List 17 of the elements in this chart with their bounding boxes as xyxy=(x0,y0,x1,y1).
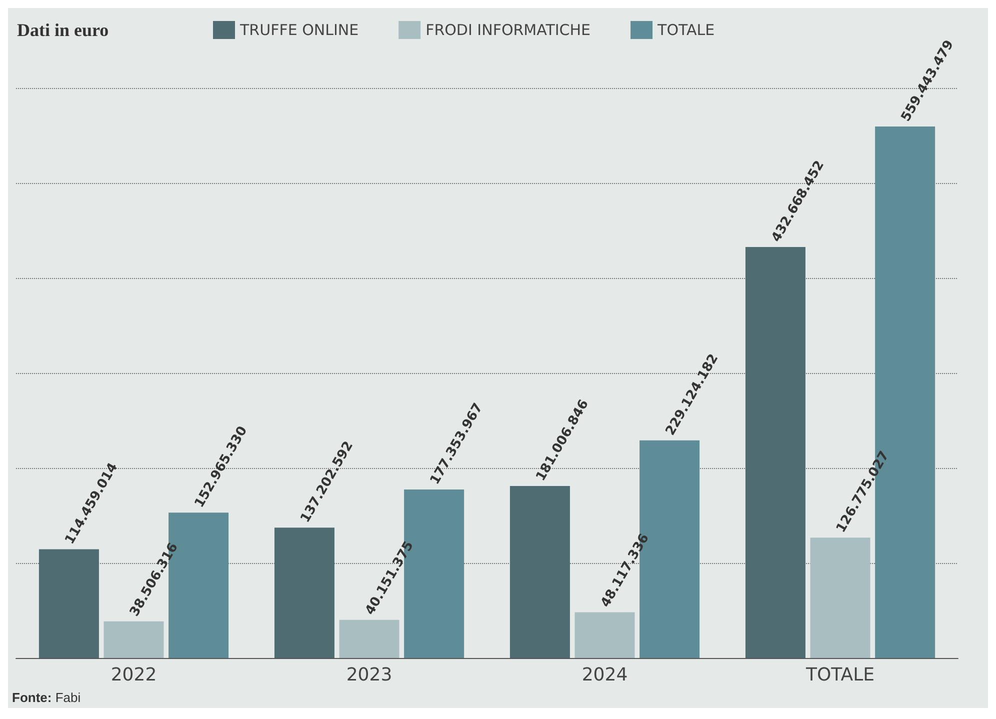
x-tick-label: 2023 xyxy=(346,664,392,686)
bar xyxy=(339,620,400,658)
bar xyxy=(745,246,806,658)
bar xyxy=(38,549,99,658)
x-tick-label: 2022 xyxy=(110,664,157,686)
x-tick-label: TOTALE xyxy=(805,664,874,686)
bar xyxy=(574,612,635,658)
text: Fonte: Fabi xyxy=(12,690,81,705)
legend-label: TRUFFE ONLINE xyxy=(239,21,359,39)
bar xyxy=(510,486,570,658)
bar xyxy=(274,528,334,658)
bar xyxy=(104,621,164,658)
x-tick-label: 2024 xyxy=(582,664,628,686)
legend-label: TOTALE xyxy=(656,21,715,39)
bar xyxy=(810,538,870,658)
chart-title: Dati in euro xyxy=(17,20,109,40)
legend-label: FRODI INFORMATICHE xyxy=(426,21,591,39)
